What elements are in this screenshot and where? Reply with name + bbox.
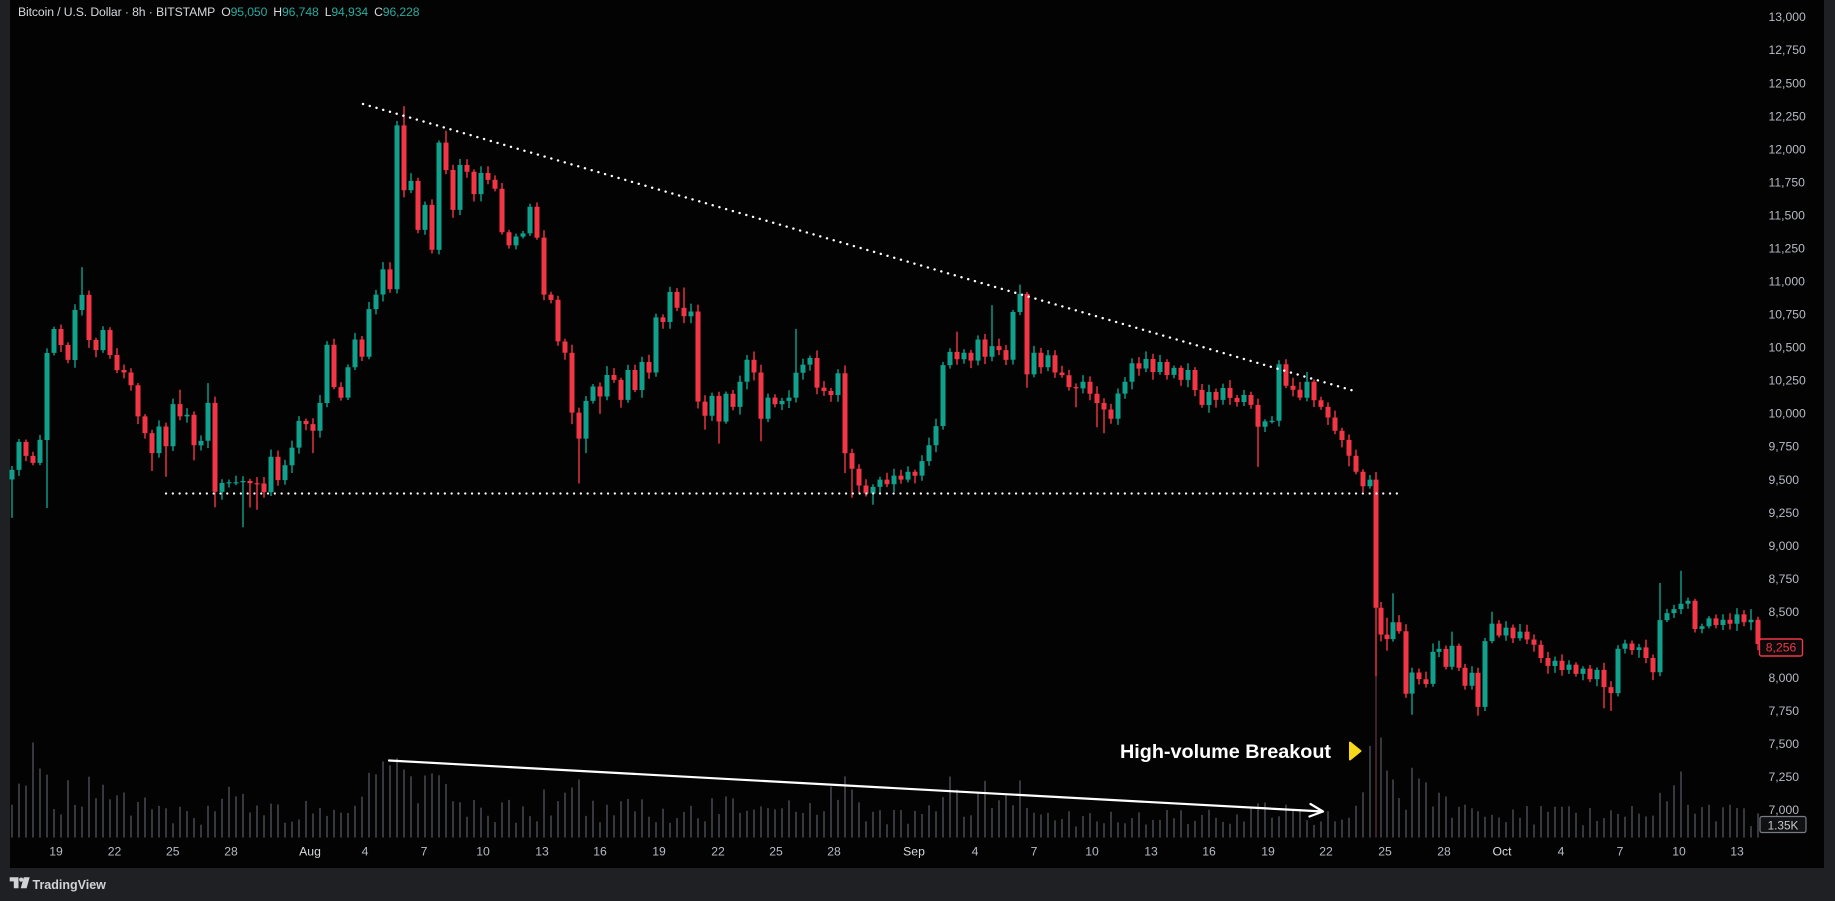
svg-text:13: 13 (1730, 845, 1744, 859)
svg-text:19: 19 (1261, 845, 1275, 859)
svg-text:10: 10 (1085, 845, 1099, 859)
svg-text:25: 25 (166, 845, 180, 859)
svg-text:4: 4 (972, 845, 979, 859)
svg-text:28: 28 (827, 845, 841, 859)
svg-text:12,250: 12,250 (1769, 109, 1806, 123)
svg-text:11,000: 11,000 (1769, 275, 1806, 289)
svg-text:4: 4 (1558, 845, 1565, 859)
svg-text:8,256: 8,256 (1766, 641, 1797, 655)
svg-text:9,000: 9,000 (1769, 539, 1800, 553)
svg-text:7: 7 (1617, 845, 1624, 859)
svg-text:9,750: 9,750 (1769, 440, 1800, 454)
svg-text:High-volume Breakout: High-volume Breakout (1120, 741, 1331, 763)
svg-text:7,000: 7,000 (1769, 803, 1800, 817)
svg-text:16: 16 (593, 845, 607, 859)
svg-text:10,750: 10,750 (1769, 308, 1806, 322)
svg-text:8,500: 8,500 (1769, 605, 1800, 619)
svg-text:25: 25 (1378, 845, 1392, 859)
svg-text:4: 4 (362, 845, 369, 859)
svg-text:9,250: 9,250 (1769, 506, 1800, 520)
svg-text:7: 7 (1031, 845, 1038, 859)
svg-text:11,750: 11,750 (1769, 175, 1806, 189)
svg-text:13: 13 (535, 845, 549, 859)
svg-text:1.35K: 1.35K (1768, 819, 1799, 833)
svg-text:7,250: 7,250 (1769, 770, 1800, 784)
svg-text:11,500: 11,500 (1769, 208, 1806, 222)
svg-text:19: 19 (49, 845, 63, 859)
svg-text:22: 22 (108, 845, 122, 859)
svg-text:12,500: 12,500 (1769, 76, 1806, 90)
svg-text:10: 10 (1672, 845, 1686, 859)
svg-text:10,500: 10,500 (1769, 341, 1806, 355)
svg-text:Aug: Aug (299, 845, 321, 859)
svg-text:12,750: 12,750 (1769, 43, 1806, 57)
svg-text:8,750: 8,750 (1769, 572, 1800, 586)
svg-text:11,250: 11,250 (1769, 242, 1806, 256)
svg-text:22: 22 (1319, 845, 1333, 859)
svg-text:9,500: 9,500 (1769, 473, 1800, 487)
svg-text:7,500: 7,500 (1769, 737, 1800, 751)
svg-text:Oct: Oct (1493, 845, 1513, 859)
svg-text:Sep: Sep (903, 845, 925, 859)
svg-text:28: 28 (1437, 845, 1451, 859)
svg-text:TradingView: TradingView (33, 878, 107, 892)
svg-text:22: 22 (711, 845, 725, 859)
svg-text:13,000: 13,000 (1769, 10, 1806, 24)
svg-text:16: 16 (1202, 845, 1216, 859)
svg-text:10,250: 10,250 (1769, 374, 1806, 388)
svg-text:13: 13 (1144, 845, 1158, 859)
svg-text:10,000: 10,000 (1769, 407, 1806, 421)
svg-text:8,000: 8,000 (1769, 671, 1800, 685)
svg-text:7,750: 7,750 (1769, 704, 1800, 718)
svg-text:10: 10 (476, 845, 490, 859)
svg-text:28: 28 (224, 845, 238, 859)
svg-text:25: 25 (769, 845, 783, 859)
svg-text:19: 19 (652, 845, 666, 859)
svg-text:7: 7 (421, 845, 428, 859)
svg-text:12,000: 12,000 (1769, 142, 1806, 156)
